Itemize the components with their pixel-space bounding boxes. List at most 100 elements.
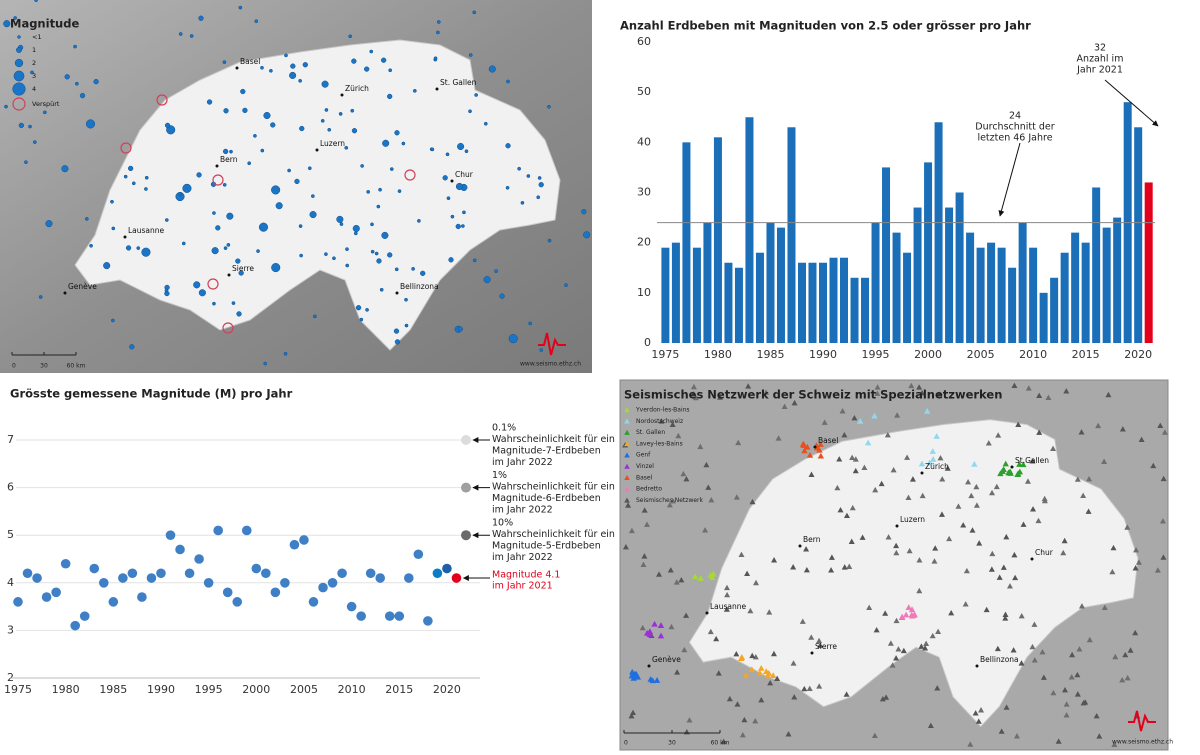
station [1074, 691, 1081, 697]
legend-label: Yverdon-les-Bains [635, 407, 690, 414]
station [816, 683, 823, 689]
earthquake-dot [430, 147, 435, 152]
bar [1134, 127, 1143, 344]
earthquake-dot [472, 10, 477, 15]
earthquake-dot [526, 174, 531, 178]
station [669, 421, 676, 428]
annotation-text: Wahrscheinlichkeit für ein [492, 434, 615, 445]
station [856, 418, 864, 424]
point [261, 568, 271, 579]
station [1011, 382, 1018, 389]
station [678, 577, 685, 583]
station [686, 717, 693, 723]
station [828, 554, 835, 560]
bar [997, 247, 1006, 343]
earthquake-dot [360, 164, 364, 168]
earthquake-dot [359, 317, 364, 322]
bar [934, 122, 943, 344]
felt-ring [207, 278, 219, 290]
earthquake-dot [211, 247, 219, 255]
earthquake-dot [24, 160, 28, 165]
station [723, 584, 730, 591]
bar [787, 127, 796, 344]
earthquake-dot [394, 339, 401, 345]
annotation-text: Magnitude-5-Erdbeben [492, 541, 601, 552]
earthquake-dot [212, 211, 216, 215]
station [935, 628, 942, 634]
earthquake-dot [164, 122, 171, 129]
earthquake-dot [182, 183, 192, 193]
earthquake-dot [327, 127, 332, 132]
legend-symbol [17, 35, 21, 39]
station [873, 626, 880, 633]
city-label: Sierre [815, 642, 837, 651]
earthquake-dot [433, 56, 438, 61]
bar [1039, 292, 1048, 343]
legend-symbol [624, 418, 630, 424]
station [995, 432, 1002, 438]
earthquake-dot [505, 143, 511, 149]
legend-symbol [12, 97, 26, 111]
legend-label: Seismisches Netzwerk [636, 497, 704, 504]
bar [966, 232, 975, 343]
legend-title: Magnitude [10, 17, 79, 31]
station [690, 391, 697, 397]
earthquake-dot [61, 165, 69, 173]
station [724, 591, 731, 598]
earthquake-dot [309, 211, 317, 219]
station [1160, 554, 1167, 560]
annotation-text: 0.1% [492, 423, 516, 434]
earthquake-dot [494, 269, 498, 274]
point [232, 597, 243, 607]
station [640, 561, 647, 567]
station [1093, 712, 1100, 719]
earthquake-dot [129, 344, 135, 350]
earthquake-dot [4, 104, 8, 109]
earthquake-dot [231, 301, 236, 305]
station [919, 492, 926, 499]
city-label: Genève [652, 655, 681, 664]
annotation-text: 10% [492, 518, 513, 529]
city-dot [227, 273, 231, 277]
station [646, 631, 653, 638]
earthquake-dot [30, 70, 34, 75]
earthquake-dot [517, 166, 522, 171]
station [753, 579, 760, 586]
station [639, 624, 646, 631]
x-tick-label: 2015 [385, 683, 413, 696]
station [703, 461, 710, 468]
station [804, 443, 811, 450]
station [1112, 653, 1119, 660]
station [651, 620, 658, 627]
legend-label: 2 [32, 59, 36, 67]
station [939, 476, 946, 482]
x-tick-label: 2005 [290, 683, 318, 696]
station [1016, 468, 1024, 475]
station [931, 558, 938, 564]
station [1061, 537, 1068, 544]
station [758, 665, 765, 671]
earthquake-dot [223, 108, 229, 114]
point [79, 611, 90, 621]
station [1122, 651, 1129, 658]
station [874, 390, 881, 396]
earthquake-dot [536, 195, 541, 200]
annotation-text: im Jahr 2022 [492, 457, 553, 468]
earthquake-dot [462, 210, 466, 215]
legend-symbol [12, 82, 26, 96]
point [98, 578, 109, 588]
bar [955, 192, 964, 343]
station [790, 564, 797, 570]
earthquake-dot [376, 204, 381, 209]
station [1018, 613, 1025, 619]
annotation-text: Wahrscheinlichkeit für ein [492, 482, 615, 493]
earthquake-dot [299, 125, 305, 132]
city-dot [798, 544, 802, 548]
earthquake-dot [299, 253, 303, 258]
station [893, 617, 900, 624]
station [837, 506, 844, 513]
probability-marker [461, 435, 471, 445]
station [1035, 517, 1042, 524]
city-dot [235, 66, 239, 70]
earthquake-dot [389, 167, 394, 171]
